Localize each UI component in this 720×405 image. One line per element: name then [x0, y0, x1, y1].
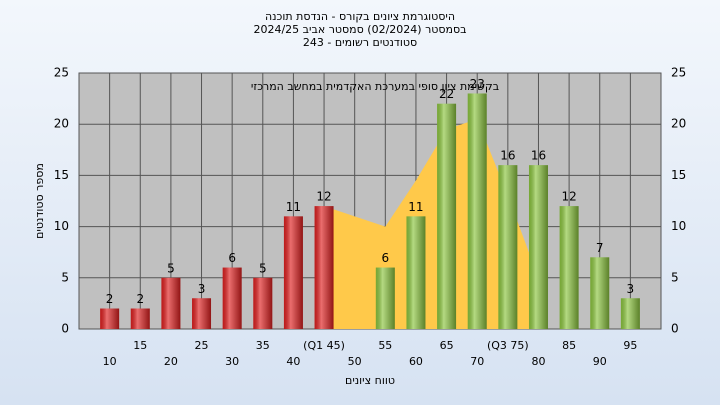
- data-label: 6: [228, 251, 236, 265]
- x-tick-label: 30: [225, 355, 239, 368]
- bar-shade: [437, 103, 457, 329]
- bar-shade: [130, 308, 150, 329]
- y2-tick-label: 10: [671, 219, 686, 233]
- bar-shade: [559, 206, 579, 329]
- bar-shade: [283, 216, 303, 329]
- x-tick-label: 35: [256, 339, 270, 352]
- x-tick-label: 20: [164, 355, 178, 368]
- bar-shade: [406, 216, 426, 329]
- y2-tick-label: 20: [671, 117, 686, 131]
- y-tick-label: 5: [61, 270, 69, 284]
- y-axis-label: מספר סטודנטים: [33, 163, 46, 239]
- x-tick-label: 85: [562, 339, 576, 352]
- y2-tick-label: 25: [671, 66, 686, 80]
- y-tick-label: 0: [61, 322, 69, 336]
- x-tick-label: 80: [531, 355, 545, 368]
- x-tick-label: 65: [440, 339, 454, 352]
- bar-shade: [161, 277, 181, 329]
- bar-shade: [590, 257, 610, 329]
- data-label: 3: [627, 282, 635, 296]
- bar-shade: [253, 277, 273, 329]
- x-axis-label: טווח ציונים: [345, 374, 395, 387]
- x-tick-label: (Q1 45): [303, 339, 345, 352]
- x-tick-label: 50: [348, 355, 362, 368]
- y2-tick-label: 5: [671, 270, 679, 284]
- x-tick-label: 95: [623, 339, 637, 352]
- bar-shade: [528, 165, 548, 329]
- title-line: היסטוגרמת ציונים בקורס - הנדסת תוכנה: [265, 10, 455, 23]
- x-tick-label: 60: [409, 355, 423, 368]
- data-label: 5: [167, 261, 175, 275]
- bar-shade: [498, 165, 518, 329]
- data-label: 3: [198, 282, 206, 296]
- bar-shade: [314, 206, 334, 329]
- bar-shade: [467, 93, 487, 329]
- x-tick-label: 15: [133, 339, 147, 352]
- data-label: 2: [136, 292, 144, 306]
- data-label: 16: [531, 149, 546, 163]
- y-tick-label: 25: [54, 66, 69, 80]
- bar-shade: [620, 298, 640, 329]
- annotation: בקשימת ציון סופי במערכת האקדמית במחשב המ…: [251, 80, 499, 93]
- x-tick-label: 70: [470, 355, 484, 368]
- bar-shade: [192, 298, 212, 329]
- y-tick-label: 20: [54, 117, 69, 131]
- x-tick-label: 90: [593, 355, 607, 368]
- bar-shade: [375, 267, 395, 329]
- data-label: 7: [596, 241, 604, 255]
- y-tick-label: 10: [54, 219, 69, 233]
- y2-tick-label: 15: [671, 168, 686, 182]
- title-line: בסמסטר (02/2024) סמסטר אביב 2024/25: [253, 23, 466, 36]
- title-line: סטודנטים רשומים - 243: [303, 36, 417, 49]
- data-label: 11: [286, 200, 301, 214]
- data-label: 6: [381, 251, 389, 265]
- x-tick-label: 55: [378, 339, 392, 352]
- data-label: 5: [259, 261, 267, 275]
- data-label: 23: [470, 77, 485, 91]
- x-tick-label: (Q3 75): [487, 339, 529, 352]
- x-tick-label: 25: [195, 339, 209, 352]
- y-tick-label: 15: [54, 168, 69, 182]
- bar-shade: [222, 267, 242, 329]
- data-label: 12: [316, 190, 331, 204]
- data-label: 16: [500, 149, 515, 163]
- data-label: 12: [561, 190, 576, 204]
- data-label: 22: [439, 87, 454, 101]
- data-label: 2: [106, 292, 114, 306]
- x-tick-label: 10: [103, 355, 117, 368]
- y2-tick-label: 0: [671, 322, 679, 336]
- x-tick-label: 40: [286, 355, 300, 368]
- data-label: 11: [408, 200, 423, 214]
- bar-shade: [100, 308, 120, 329]
